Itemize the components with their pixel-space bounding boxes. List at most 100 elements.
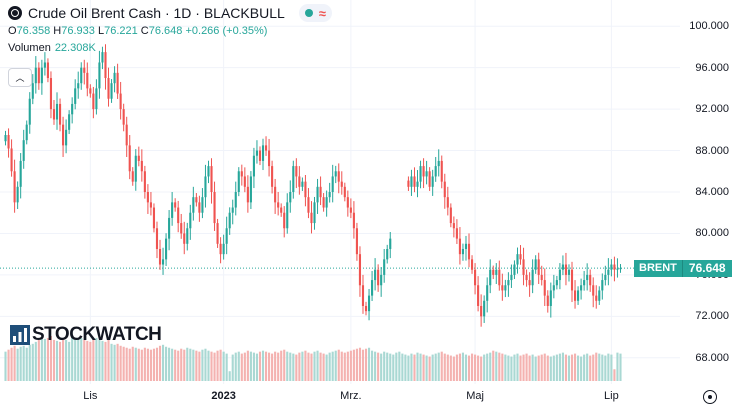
- candle-body: [319, 186, 322, 198]
- volume-bar: [304, 350, 307, 381]
- candle-body: [49, 78, 53, 110]
- volume-bar: [367, 347, 371, 381]
- volume-bar: [507, 355, 510, 381]
- candle-body: [149, 202, 152, 208]
- settings-icon[interactable]: [703, 390, 717, 404]
- candle-body: [364, 305, 368, 312]
- volume-bar: [558, 353, 561, 381]
- candle-body: [425, 171, 428, 177]
- candle-body: [283, 212, 286, 229]
- candle-body: [16, 186, 19, 203]
- volume-bar: [168, 347, 171, 381]
- chart-title[interactable]: Crude Oil Brent Cash · 1D · BLACKBULL: [28, 5, 285, 21]
- candle-body: [461, 248, 465, 255]
- volume-bar: [249, 351, 252, 381]
- candle-body: [143, 171, 146, 192]
- volume-bar: [386, 352, 389, 381]
- volume-bar: [334, 350, 337, 381]
- candle-body: [146, 192, 149, 203]
- candle-body: [249, 176, 252, 203]
- volume-bar: [74, 337, 77, 381]
- candle-body: [543, 280, 546, 296]
- candle-body: [361, 285, 365, 306]
- candle-body: [592, 285, 595, 296]
- candle-body: [610, 264, 613, 270]
- candle-body: [589, 274, 592, 286]
- candle-body: [416, 181, 419, 187]
- candle-body: [422, 166, 425, 177]
- volume-bar: [55, 340, 59, 381]
- price-chart[interactable]: [0, 0, 680, 384]
- volume-bar: [122, 346, 125, 381]
- volume-bar: [258, 351, 262, 381]
- volume-bar: [271, 353, 274, 381]
- volume-bar: [116, 343, 119, 381]
- volume-bar: [474, 354, 477, 381]
- volume-bar: [140, 349, 143, 381]
- volume-bar: [213, 352, 216, 381]
- candle-body: [174, 202, 177, 208]
- candle-body: [243, 176, 246, 187]
- volume-bar: [580, 356, 583, 381]
- candle-body: [564, 264, 568, 275]
- price-tick-label: 92.000: [695, 103, 729, 116]
- volume-bar: [101, 340, 104, 381]
- candle-body: [89, 88, 92, 94]
- volume-bar: [77, 338, 80, 381]
- volume-bar: [128, 348, 131, 381]
- candle-body: [31, 83, 34, 99]
- volume-bar: [595, 352, 598, 381]
- volume-bar: [440, 351, 443, 381]
- candle-body: [583, 280, 586, 286]
- volume-bar: [525, 353, 528, 381]
- candle-body: [210, 166, 213, 192]
- volume-bar: [583, 354, 586, 381]
- volume-bar: [58, 341, 62, 381]
- candle-body: [225, 228, 228, 244]
- volume-bar: [416, 352, 419, 381]
- volume-bar: [586, 353, 589, 381]
- stockwatch-watermark: STOCKWATCH: [10, 324, 162, 346]
- candle-body: [237, 171, 240, 192]
- volume-bar: [519, 355, 522, 381]
- candle-body: [180, 223, 183, 234]
- volume-bar: [395, 352, 398, 381]
- price-tick-label: 80.000: [695, 227, 729, 240]
- candle-body: [137, 155, 140, 161]
- candle-body: [310, 212, 313, 224]
- candle-body: [595, 295, 598, 301]
- volume-bar: [434, 353, 437, 381]
- volume-bar: [349, 350, 352, 381]
- candle-body: [125, 124, 128, 146]
- candle-body: [219, 243, 222, 255]
- candle-body: [598, 290, 601, 301]
- volume-bar: [152, 348, 156, 381]
- candle-body: [301, 181, 304, 187]
- candle-body: [43, 62, 46, 68]
- volume-bar: [322, 353, 325, 381]
- collapse-legend-button[interactable]: ︿: [8, 68, 32, 87]
- candle-body: [607, 269, 610, 275]
- price-axis[interactable]: 100.000 96.000 92.000 88.000 84.000 80.000 76.…: [680, 0, 739, 410]
- candle-body: [246, 186, 249, 203]
- candle-body: [40, 67, 43, 84]
- candle-body: [522, 259, 525, 275]
- market-status-pill[interactable]: ≈: [298, 4, 332, 22]
- candle-body: [68, 114, 71, 130]
- candle-body: [331, 176, 334, 192]
- candle-body: [28, 98, 31, 125]
- volume-bar: [607, 353, 610, 381]
- high-value: 76.933: [61, 25, 95, 37]
- price-tick-label: 72.000: [695, 310, 729, 323]
- candle-body: [374, 269, 377, 281]
- candle-body: [104, 52, 107, 79]
- candle-body: [443, 181, 446, 198]
- symbol-logo-icon: [8, 6, 22, 20]
- time-axis[interactable]: Lis 2023 Mrz. Maj Lip: [0, 384, 680, 410]
- candle-body: [377, 269, 380, 286]
- volume-bar: [361, 349, 365, 381]
- candle-body: [46, 62, 49, 79]
- volume-bar: [137, 348, 140, 381]
- candle-body: [10, 148, 13, 172]
- candle-body: [486, 285, 489, 301]
